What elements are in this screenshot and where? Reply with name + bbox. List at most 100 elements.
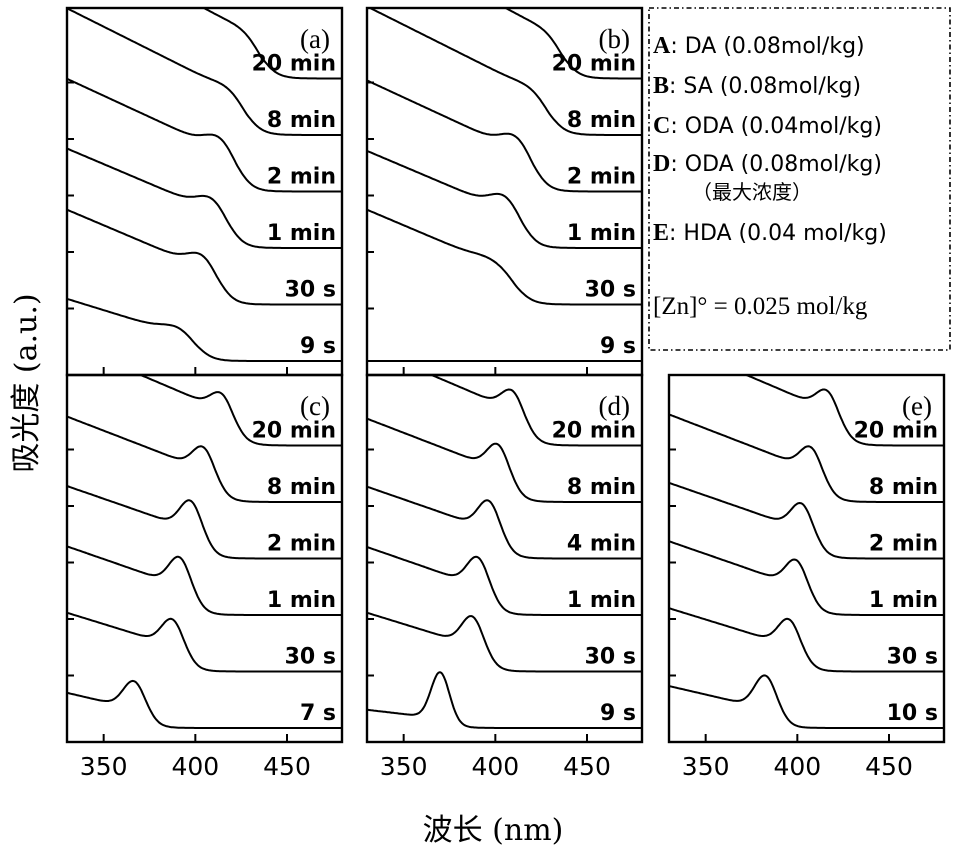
- spectrum-d-8min: [367, 417, 642, 503]
- spectrum-e-30s: [669, 607, 944, 673]
- spectrum-d-9s: [367, 671, 642, 729]
- panel-label-c: (c): [300, 391, 330, 421]
- trace-label-e-0: 10 s: [887, 701, 938, 726]
- spectrum-b-20min: [503, 8, 642, 80]
- trace-label-c-1: 30 s: [285, 645, 336, 670]
- spectrum-e-8min: [669, 413, 944, 503]
- legend-text-c: : ODA (0.04mol/kg): [670, 114, 882, 139]
- spectrum-a-2min: [67, 77, 342, 193]
- legend-key-d: D: [653, 151, 670, 177]
- legend-entry-a: A: DA (0.08mol/kg): [653, 33, 865, 59]
- spectrum-b-2min: [367, 79, 642, 193]
- legend-entry-c: C: ODA (0.04mol/kg): [653, 113, 882, 139]
- legend-key-b: B: [653, 73, 669, 99]
- trace-label-d-3: 4 min: [567, 532, 636, 557]
- spectrum-d-4min: [367, 485, 642, 560]
- trace-label-d-5: 20 min: [552, 419, 636, 444]
- x-tick-label-e-450: 450: [865, 752, 913, 781]
- x-tick-label-e-400: 400: [773, 752, 821, 781]
- trace-label-c-2: 1 min: [267, 588, 336, 613]
- panel-b: 9 s 30 s 1 min 2 min 8 min 20 min(b): [365, 6, 644, 377]
- x-axis-title: 波长 (nm): [423, 813, 564, 848]
- spectrum-a-1min: [67, 147, 342, 249]
- legend-key-e: E: [653, 220, 669, 246]
- spectrum-c-30s: [67, 611, 342, 673]
- legend: A: DA (0.08mol/kg) B: SA (0.08mol/kg) C:…: [648, 7, 951, 351]
- trace-label-d-0: 9 s: [600, 701, 636, 726]
- trace-label-b-1: 30 s: [585, 278, 636, 303]
- panel-b-curves: [367, 8, 642, 362]
- panel-d: 9 s 30 s 1 min 4 min 8 min 20 min(d) 350 400 450: [365, 373, 644, 781]
- spectrum-c-2min: [67, 485, 342, 560]
- legend-text-d: : ODA (0.08mol/kg): [670, 152, 882, 177]
- trace-label-e-2: 1 min: [869, 588, 938, 613]
- legend-border: [648, 7, 951, 351]
- spectrum-a-8min: [67, 8, 342, 136]
- panel-label-b: (b): [599, 24, 630, 54]
- panel-d-frame: [365, 373, 644, 744]
- trace-label-c-4: 8 min: [267, 475, 336, 500]
- legend-entry-b: B: SA (0.08mol/kg): [653, 73, 861, 99]
- panel-label-e: (e): [902, 391, 932, 421]
- legend-d-subnote: （最大浓度）: [692, 180, 812, 204]
- x-tick-label-c-400: 400: [171, 752, 219, 781]
- panel-e-frame: [667, 373, 946, 744]
- spectrum-d-20min: [429, 375, 642, 447]
- legend-key-a: A: [653, 33, 671, 59]
- trace-label-a-4: 8 min: [267, 108, 336, 133]
- panel-c: 7 s 30 s 1 min 2 min 8 min 20 min(c) 350 400 450: [65, 373, 344, 781]
- spectrum-a-30s: [67, 208, 342, 306]
- x-tick-label-c-450: 450: [263, 752, 311, 781]
- trace-label-e-5: 20 min: [854, 419, 938, 444]
- panel-label-d: (d): [599, 391, 630, 421]
- trace-label-a-0: 9 s: [300, 334, 336, 359]
- trace-label-b-4: 8 min: [567, 108, 636, 133]
- spectrum-c-20min: [138, 375, 342, 447]
- spectrum-d-1min: [367, 546, 642, 616]
- panel-c-frame: [65, 373, 344, 744]
- spectrum-b-30s: [367, 208, 642, 306]
- panel-label-a: (a): [300, 24, 330, 54]
- legend-text-b: : SA (0.08mol/kg): [669, 74, 861, 99]
- panel-e-curves: [669, 375, 944, 729]
- spectrum-e-2min: [669, 481, 944, 560]
- trace-label-b-0: 9 s: [600, 334, 636, 359]
- x-tick-label-d-450: 450: [563, 752, 611, 781]
- spectrum-b-1min: [367, 149, 642, 249]
- x-tick-label-c-350: 350: [80, 752, 128, 781]
- trace-label-e-1: 30 s: [887, 645, 938, 670]
- panel-e: 10 s 30 s 1 min 2 min 8 min 20 min(e) 350 400 45…: [667, 373, 946, 781]
- spectrum-e-1min: [669, 540, 944, 616]
- trace-label-a-2: 1 min: [267, 221, 336, 246]
- spectrum-c-8min: [67, 415, 342, 503]
- trace-label-e-3: 2 min: [869, 532, 938, 557]
- legend-zn-note: [Zn]° = 0.025 mol/kg: [653, 293, 868, 320]
- panel-a: 9 s 30 s 1 min 2 min 8 min 20 min(a): [65, 6, 344, 377]
- legend-key-c: C: [653, 113, 670, 139]
- spectrum-c-7s: [67, 679, 342, 729]
- trace-label-e-4: 8 min: [869, 475, 938, 500]
- panel-c-curves: [67, 375, 342, 729]
- panel-d-curves: [367, 375, 642, 729]
- x-tick-label-e-350: 350: [682, 752, 730, 781]
- spectrum-a-9s: [67, 297, 342, 362]
- trace-label-b-2: 1 min: [567, 221, 636, 246]
- trace-label-c-0: 7 s: [300, 701, 336, 726]
- spectrum-b-8min: [367, 8, 642, 136]
- legend-text-a: : DA (0.08mol/kg): [670, 34, 864, 59]
- legend-entry-d: D: ODA (0.08mol/kg): [653, 151, 882, 177]
- legend-text-e: : HDA (0.04 mol/kg): [669, 221, 887, 246]
- trace-label-c-3: 2 min: [267, 532, 336, 557]
- trace-label-a-5: 20 min: [252, 52, 336, 77]
- y-axis-title: 吸光度 (a.u.): [9, 293, 44, 472]
- trace-label-b-5: 20 min: [552, 52, 636, 77]
- spectrum-e-20min: [743, 375, 944, 447]
- x-tick-label-d-350: 350: [380, 752, 428, 781]
- trace-label-d-4: 8 min: [567, 475, 636, 500]
- legend-entry-e: E: HDA (0.04 mol/kg): [653, 220, 887, 246]
- trace-label-d-2: 1 min: [567, 588, 636, 613]
- trace-label-d-1: 30 s: [585, 645, 636, 670]
- x-tick-label-d-400: 400: [471, 752, 519, 781]
- spectrum-d-30s: [367, 611, 642, 673]
